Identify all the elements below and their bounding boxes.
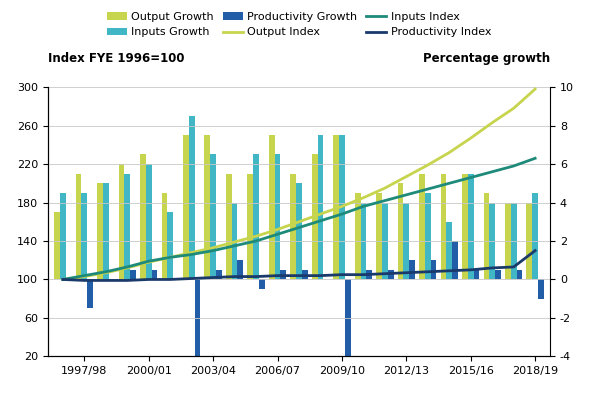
Bar [152,270,157,280]
Text: Index FYE 1996=100: Index FYE 1996=100 [48,52,184,65]
Bar [333,135,339,280]
Bar [54,212,60,280]
Bar [517,270,523,280]
Bar [60,193,66,280]
Bar [425,193,431,280]
Bar [398,183,404,280]
Bar [140,154,146,280]
Bar [269,135,274,280]
Bar [388,270,393,280]
Bar [462,174,468,280]
Bar [124,174,130,280]
Bar [345,280,350,396]
Bar [474,270,480,280]
Bar [505,202,511,280]
Bar [161,193,167,280]
Bar [452,241,458,280]
Bar [431,260,437,280]
Bar [339,135,345,280]
Bar [167,212,173,280]
Bar [75,174,81,280]
Bar [367,270,372,280]
Bar [97,183,103,280]
Bar [355,193,361,280]
Bar [118,164,124,280]
Legend: Output Growth, Inputs Growth, Productivity Growth, Output Index, Inputs Index, P: Output Growth, Inputs Growth, Productivi… [107,12,491,38]
Bar [302,270,308,280]
Bar [441,174,446,280]
Bar [248,174,253,280]
Text: Percentage growth: Percentage growth [423,52,550,65]
Bar [409,260,415,280]
Bar [318,135,324,280]
Bar [312,154,318,280]
Bar [361,202,367,280]
Bar [532,193,538,280]
Bar [290,174,296,280]
Bar [194,280,200,396]
Bar [210,154,216,280]
Bar [237,260,243,280]
Bar [468,174,474,280]
Bar [495,270,501,280]
Bar [103,183,109,280]
Bar [87,280,93,308]
Bar [81,193,87,280]
Bar [205,135,210,280]
Bar [231,202,237,280]
Bar [404,202,409,280]
Bar [226,174,231,280]
Bar [376,193,382,280]
Bar [216,270,222,280]
Bar [382,202,388,280]
Bar [511,202,517,280]
Bar [130,270,136,280]
Bar [259,280,265,289]
Bar [274,154,280,280]
Bar [489,202,495,280]
Bar [446,222,452,280]
Bar [484,193,489,280]
Bar [253,154,259,280]
Bar [183,135,189,280]
Bar [296,183,302,280]
Bar [538,280,544,299]
Bar [146,164,152,280]
Bar [419,174,425,280]
Bar [189,116,194,280]
Bar [526,202,532,280]
Bar [280,270,286,280]
